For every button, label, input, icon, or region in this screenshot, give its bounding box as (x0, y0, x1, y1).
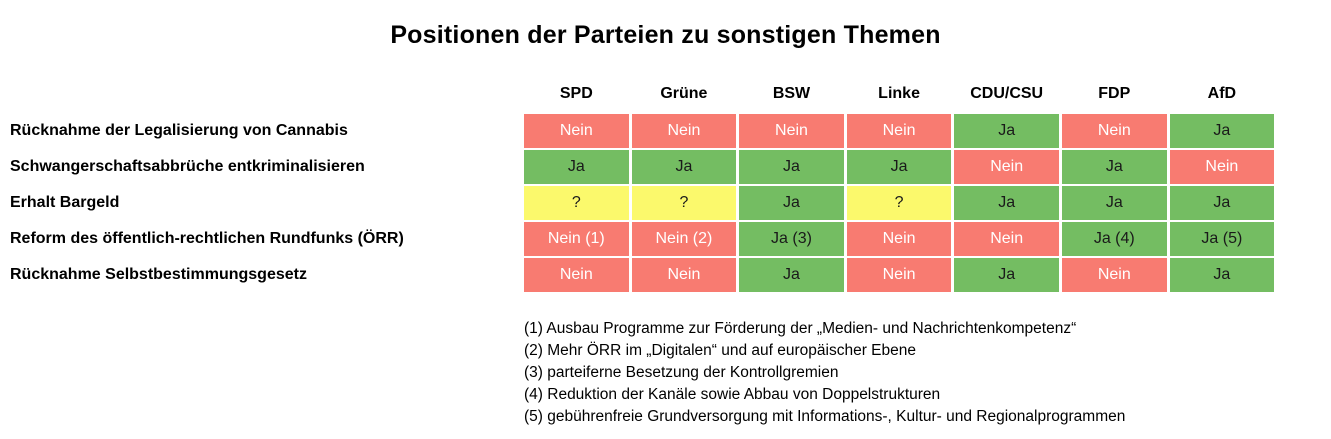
position-cell-afd: Nein (1169, 150, 1275, 184)
row-label: Rücknahme der Legalisierung von Cannabis (10, 122, 348, 139)
position-cell-linke: ? (846, 186, 952, 220)
table-header-row: SPD Grüne BSW Linke CDU/CSU FDP AfD (10, 81, 1331, 107)
header-spacer (10, 81, 521, 107)
table-body: Rücknahme der Legalisierung von Cannabis… (10, 114, 1331, 292)
column-header-afd: AfD (1207, 85, 1237, 102)
column-header-linke: Linke (878, 85, 920, 102)
position-cell-linke: Nein (846, 222, 952, 256)
position-cell-fdp: Ja (4) (1061, 222, 1167, 256)
positions-table: SPD Grüne BSW Linke CDU/CSU FDP AfD Rücknahme … (10, 81, 1331, 292)
position-cell-spd: ? (524, 186, 629, 220)
column-header-cdu-csu: CDU/CSU (970, 85, 1044, 102)
position-cell-bsw: Nein (739, 114, 844, 148)
position-cell-gr-ne: Nein (2) (631, 222, 737, 256)
position-cell-cdu-csu: Nein (954, 222, 1059, 256)
position-cell-cdu-csu: Nein (954, 150, 1059, 184)
position-cell-linke: Nein (846, 258, 952, 292)
row-label: Erhalt Bargeld (10, 194, 120, 211)
position-cell-gr-ne: Nein (631, 258, 737, 292)
row-label: Schwangerschaftsabbrüche entkriminalisie… (10, 158, 365, 175)
footnote: (2) Mehr ÖRR im „Digitalen“ und auf euro… (524, 342, 916, 359)
position-cell-afd: Ja (5) (1169, 222, 1275, 256)
table-row: Schwangerschaftsabbrüche entkriminalisie… (10, 150, 1331, 184)
table-row: Rücknahme der Legalisierung von Cannabis… (10, 114, 1331, 148)
footnote: (3) parteiferne Besetzung der Kontrollgr… (524, 364, 839, 381)
position-cell-bsw: Ja (739, 186, 844, 220)
position-cell-gr-ne: ? (631, 186, 737, 220)
table-row: Reform des öffentlich-rechtlichen Rundfu… (10, 222, 1331, 256)
position-cell-spd: Nein (524, 258, 629, 292)
position-cell-fdp: Nein (1061, 258, 1167, 292)
position-cell-bsw: Ja (739, 258, 844, 292)
row-label: Reform des öffentlich-rechtlichen Rundfu… (10, 230, 404, 247)
position-cell-gr-ne: Nein (631, 114, 737, 148)
column-header-spd: SPD (559, 85, 593, 102)
column-header-bsw: BSW (772, 85, 811, 102)
position-cell-afd: Ja (1169, 258, 1275, 292)
position-cell-afd: Ja (1169, 114, 1275, 148)
position-cell-linke: Ja (846, 150, 952, 184)
position-cell-cdu-csu: Ja (954, 186, 1059, 220)
position-cell-fdp: Ja (1061, 186, 1167, 220)
position-cell-bsw: Ja (3) (739, 222, 844, 256)
position-cell-fdp: Ja (1061, 150, 1167, 184)
column-header-gr-ne: Grüne (660, 85, 708, 102)
position-cell-linke: Nein (846, 114, 952, 148)
footnote: (4) Reduktion der Kanäle sowie Abbau von… (524, 386, 941, 403)
footnotes: (1) Ausbau Programme zur Förderung der „… (524, 318, 1331, 428)
position-cell-afd: Ja (1169, 186, 1275, 220)
column-header-fdp: FDP (1098, 85, 1131, 102)
position-cell-cdu-csu: Ja (954, 114, 1059, 148)
position-cell-fdp: Nein (1061, 114, 1167, 148)
position-cell-spd: Nein (524, 114, 629, 148)
position-cell-gr-ne: Ja (631, 150, 737, 184)
position-cell-spd: Ja (524, 150, 629, 184)
position-cell-spd: Nein (1) (524, 222, 629, 256)
row-label: Rücknahme Selbstbestimmungsgesetz (10, 266, 307, 283)
position-cell-cdu-csu: Ja (954, 258, 1059, 292)
table-row: Rücknahme Selbstbestimmungsgesetz Nein Nei… (10, 258, 1331, 292)
footnote: (1) Ausbau Programme zur Förderung der „… (524, 320, 1077, 337)
chart-title: Positionen der Parteien zu sonstigen The… (390, 21, 941, 49)
table-row: Erhalt Bargeld?? Ja? Ja Ja Ja (10, 186, 1331, 220)
position-cell-bsw: Ja (739, 150, 844, 184)
footnote: (5) gebührenfreie Grundversorgung mit In… (524, 408, 1126, 425)
